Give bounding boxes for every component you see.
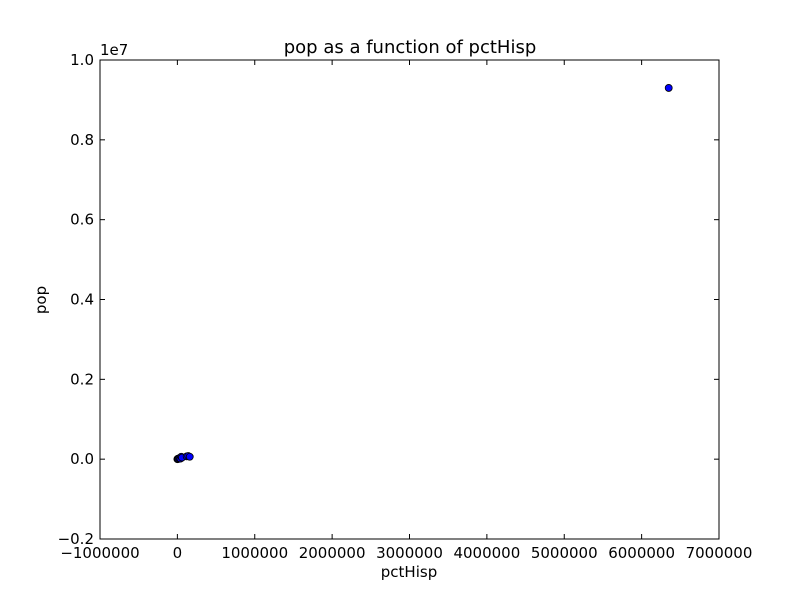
y-axis-label: pop [32, 286, 50, 314]
y-offset-label: 1e7 [100, 41, 128, 59]
x-tick-label: 1000000 [221, 544, 288, 562]
y-tick-label: 0.6 [70, 211, 94, 229]
y-tick-label: 1.0 [70, 51, 94, 69]
scatter-point [664, 84, 673, 92]
x-tick-label: 7000000 [686, 544, 753, 562]
x-axis-label: pctHisp [381, 563, 437, 581]
x-tick-label: 6000000 [608, 544, 675, 562]
x-tick-label: 4000000 [453, 544, 520, 562]
points-layer [173, 84, 673, 464]
y-tick-label: −0.2 [58, 530, 94, 548]
x-tick-label: 5000000 [531, 544, 598, 562]
x-tick-label: 2000000 [299, 544, 366, 562]
scatter-point [185, 452, 194, 461]
y-tick-label: 0.0 [70, 450, 94, 468]
x-axis: −1000000 0 1000000 2000000 3000000 4000000 500… [60, 60, 752, 562]
plot-frame [99, 59, 720, 540]
y-tick-label: 0.2 [70, 370, 94, 388]
y-axis: −0.2 0.0 0.2 0.4 0.6 0.8 1.0 [58, 51, 719, 548]
y-tick-label: 0.4 [70, 291, 94, 309]
x-tick-label: 3000000 [376, 544, 443, 562]
chart-title: pop as a function of pctHisp [284, 37, 537, 58]
y-tick-label: 0.8 [70, 131, 94, 149]
x-tick-label: −1000000 [60, 544, 139, 562]
x-tick-label: 0 [173, 544, 183, 562]
